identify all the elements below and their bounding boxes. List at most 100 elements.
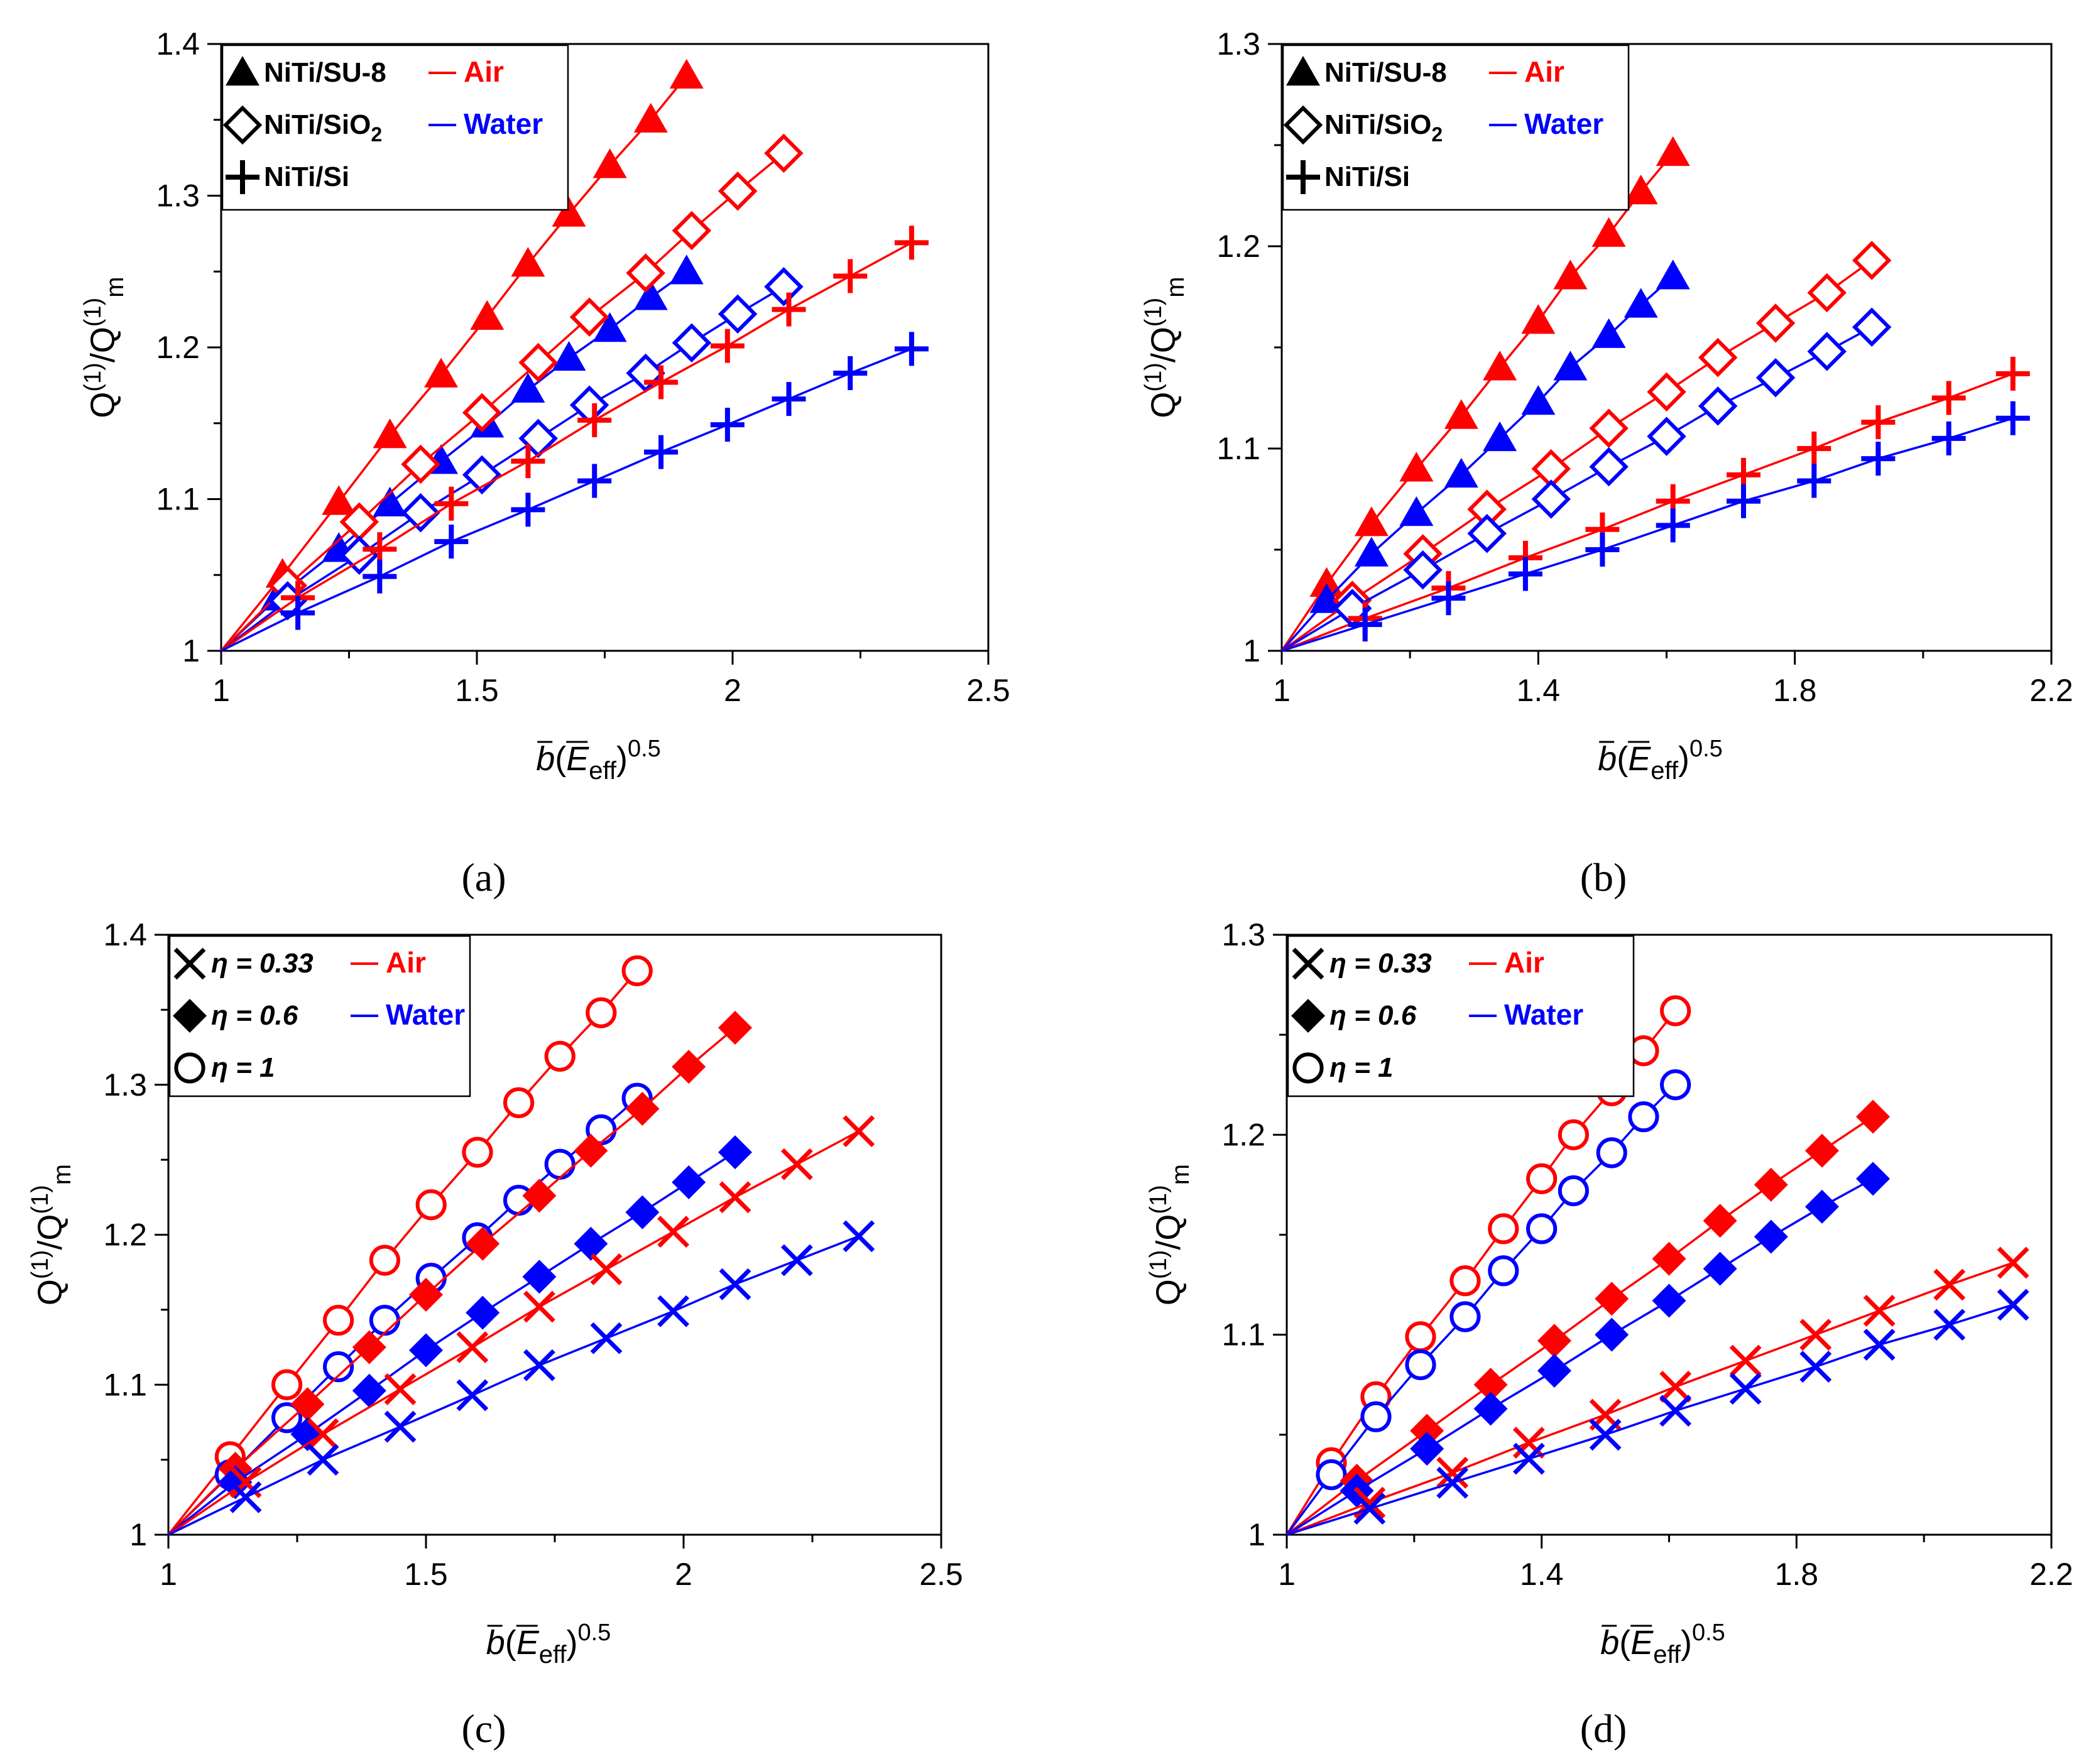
legend-marker <box>1292 947 1324 980</box>
legend-marker <box>222 105 263 145</box>
data-point <box>369 1304 401 1336</box>
legend-label: η = 1 <box>1329 1052 1394 1083</box>
panel-label: (d) <box>1580 1706 1627 1751</box>
data-point <box>1526 1163 1558 1194</box>
data-point <box>1656 259 1690 290</box>
data-point <box>780 1244 813 1277</box>
series-line <box>1286 1304 2014 1536</box>
data-point <box>511 373 545 403</box>
x-tick-label: 2 <box>675 1557 692 1592</box>
data-point <box>710 329 745 363</box>
series-line <box>1281 373 2014 652</box>
data-point <box>401 444 440 484</box>
data-point <box>710 408 745 442</box>
data-point <box>1354 506 1389 536</box>
data-point <box>511 493 545 527</box>
y-tick-label: 1.2 <box>1216 229 1260 264</box>
data-point <box>1659 1371 1692 1403</box>
legend-box <box>1287 935 1635 1097</box>
data-point <box>1797 432 1831 466</box>
data-point <box>323 1351 354 1383</box>
data-point <box>1537 1324 1571 1358</box>
data-point <box>669 254 704 285</box>
data-point <box>1399 452 1434 482</box>
y-tick-label: 1.3 <box>103 1067 147 1102</box>
data-point <box>633 280 668 310</box>
data-point <box>1933 1309 1966 1341</box>
data-point <box>1553 259 1588 290</box>
series-line <box>221 347 912 652</box>
chart-panel: 1 1.4 1.8 2.2 1 1.1 1.2 1.3 b(Eeff)0.5 Q(1)/Q(1)m… <box>1145 917 2073 1751</box>
data-point <box>764 267 804 307</box>
y-tick-label: 1.1 <box>1216 431 1260 466</box>
data-point <box>466 1226 500 1261</box>
data-point <box>1526 1213 1558 1244</box>
data-point <box>1558 1175 1589 1207</box>
x-tick-label: 2.5 <box>966 673 1010 708</box>
x-tick-label: 2.2 <box>2029 673 2073 708</box>
data-point <box>586 997 617 1028</box>
legend-series-label: Air <box>464 55 504 88</box>
chart-panel: 1 1.5 2 2.5 1 1.1 1.2 1.3 1.4 b(Eeff)0.5 Q(1)/Q(1)… <box>27 917 963 1751</box>
chart-panel: 1 1.5 2 2.5 1 1.1 1.2 1.3 1.4 b(Eeff)0.5 Q(1)/Q(1)… <box>80 26 1010 900</box>
y-tick-label: 1.2 <box>1221 1117 1265 1152</box>
data-point <box>1652 1283 1686 1318</box>
data-point <box>1729 1344 1762 1377</box>
data-point <box>626 253 665 293</box>
data-point <box>434 486 469 521</box>
legend-marker <box>1286 56 1320 86</box>
data-point <box>1348 607 1382 642</box>
data-point <box>1473 1368 1508 1402</box>
panel-label: (c) <box>461 1706 506 1751</box>
data-point <box>1659 1395 1692 1427</box>
legend-series-label: Water <box>1504 998 1583 1031</box>
y-tick-label: 1.4 <box>103 917 147 952</box>
data-point <box>1316 1459 1347 1491</box>
data-point <box>511 444 545 479</box>
data-point <box>672 323 712 362</box>
y-tick-label: 1.3 <box>1216 26 1260 62</box>
legend-marker <box>226 160 259 194</box>
data-point <box>409 1333 443 1368</box>
legend-label: NiTi/SiO2 <box>1324 109 1443 146</box>
data-point <box>1698 386 1738 426</box>
legend-series-label: Water <box>1524 107 1603 140</box>
data-point <box>1596 1137 1627 1168</box>
legend-marker <box>173 947 206 980</box>
data-point <box>271 1402 303 1434</box>
data-point <box>1807 332 1847 371</box>
data-point <box>843 1115 875 1148</box>
data-point <box>1405 1321 1436 1353</box>
data-point <box>1488 1255 1519 1287</box>
data-point <box>1353 1493 1386 1525</box>
data-point <box>1799 1319 1832 1351</box>
data-point <box>574 1133 608 1168</box>
data-point <box>1512 1442 1545 1475</box>
data-point <box>373 486 407 516</box>
data-point <box>1703 1204 1737 1238</box>
x-tick-label: 1.8 <box>1773 673 1817 708</box>
legend-label: η = 0.6 <box>1329 1000 1417 1031</box>
data-point <box>719 1181 751 1214</box>
legend-series-label: Air <box>386 946 426 979</box>
y-axis-label: Q(1)/Q(1)m <box>80 276 129 418</box>
legend: η = 0.33 Air η = 0.6 Water η = 1 <box>1287 935 1635 1097</box>
data-point <box>1589 447 1629 487</box>
data-point <box>1553 351 1588 381</box>
data-point <box>352 1330 386 1364</box>
data-point <box>434 525 469 559</box>
x-tick-label: 1.4 <box>1517 673 1561 708</box>
data-point <box>1703 1251 1737 1286</box>
data-point <box>369 1244 401 1276</box>
x-tick-label: 2.5 <box>919 1557 963 1592</box>
data-point <box>462 455 502 495</box>
data-point <box>672 1050 706 1084</box>
data-point <box>1589 408 1629 449</box>
data-point <box>1309 567 1344 597</box>
x-axis-label: b(Eeff)0.5 <box>486 1620 611 1669</box>
data-point <box>1483 421 1517 452</box>
data-point <box>577 464 612 498</box>
data-point <box>657 1295 690 1327</box>
data-point <box>1521 304 1556 334</box>
data-point <box>1444 399 1478 429</box>
